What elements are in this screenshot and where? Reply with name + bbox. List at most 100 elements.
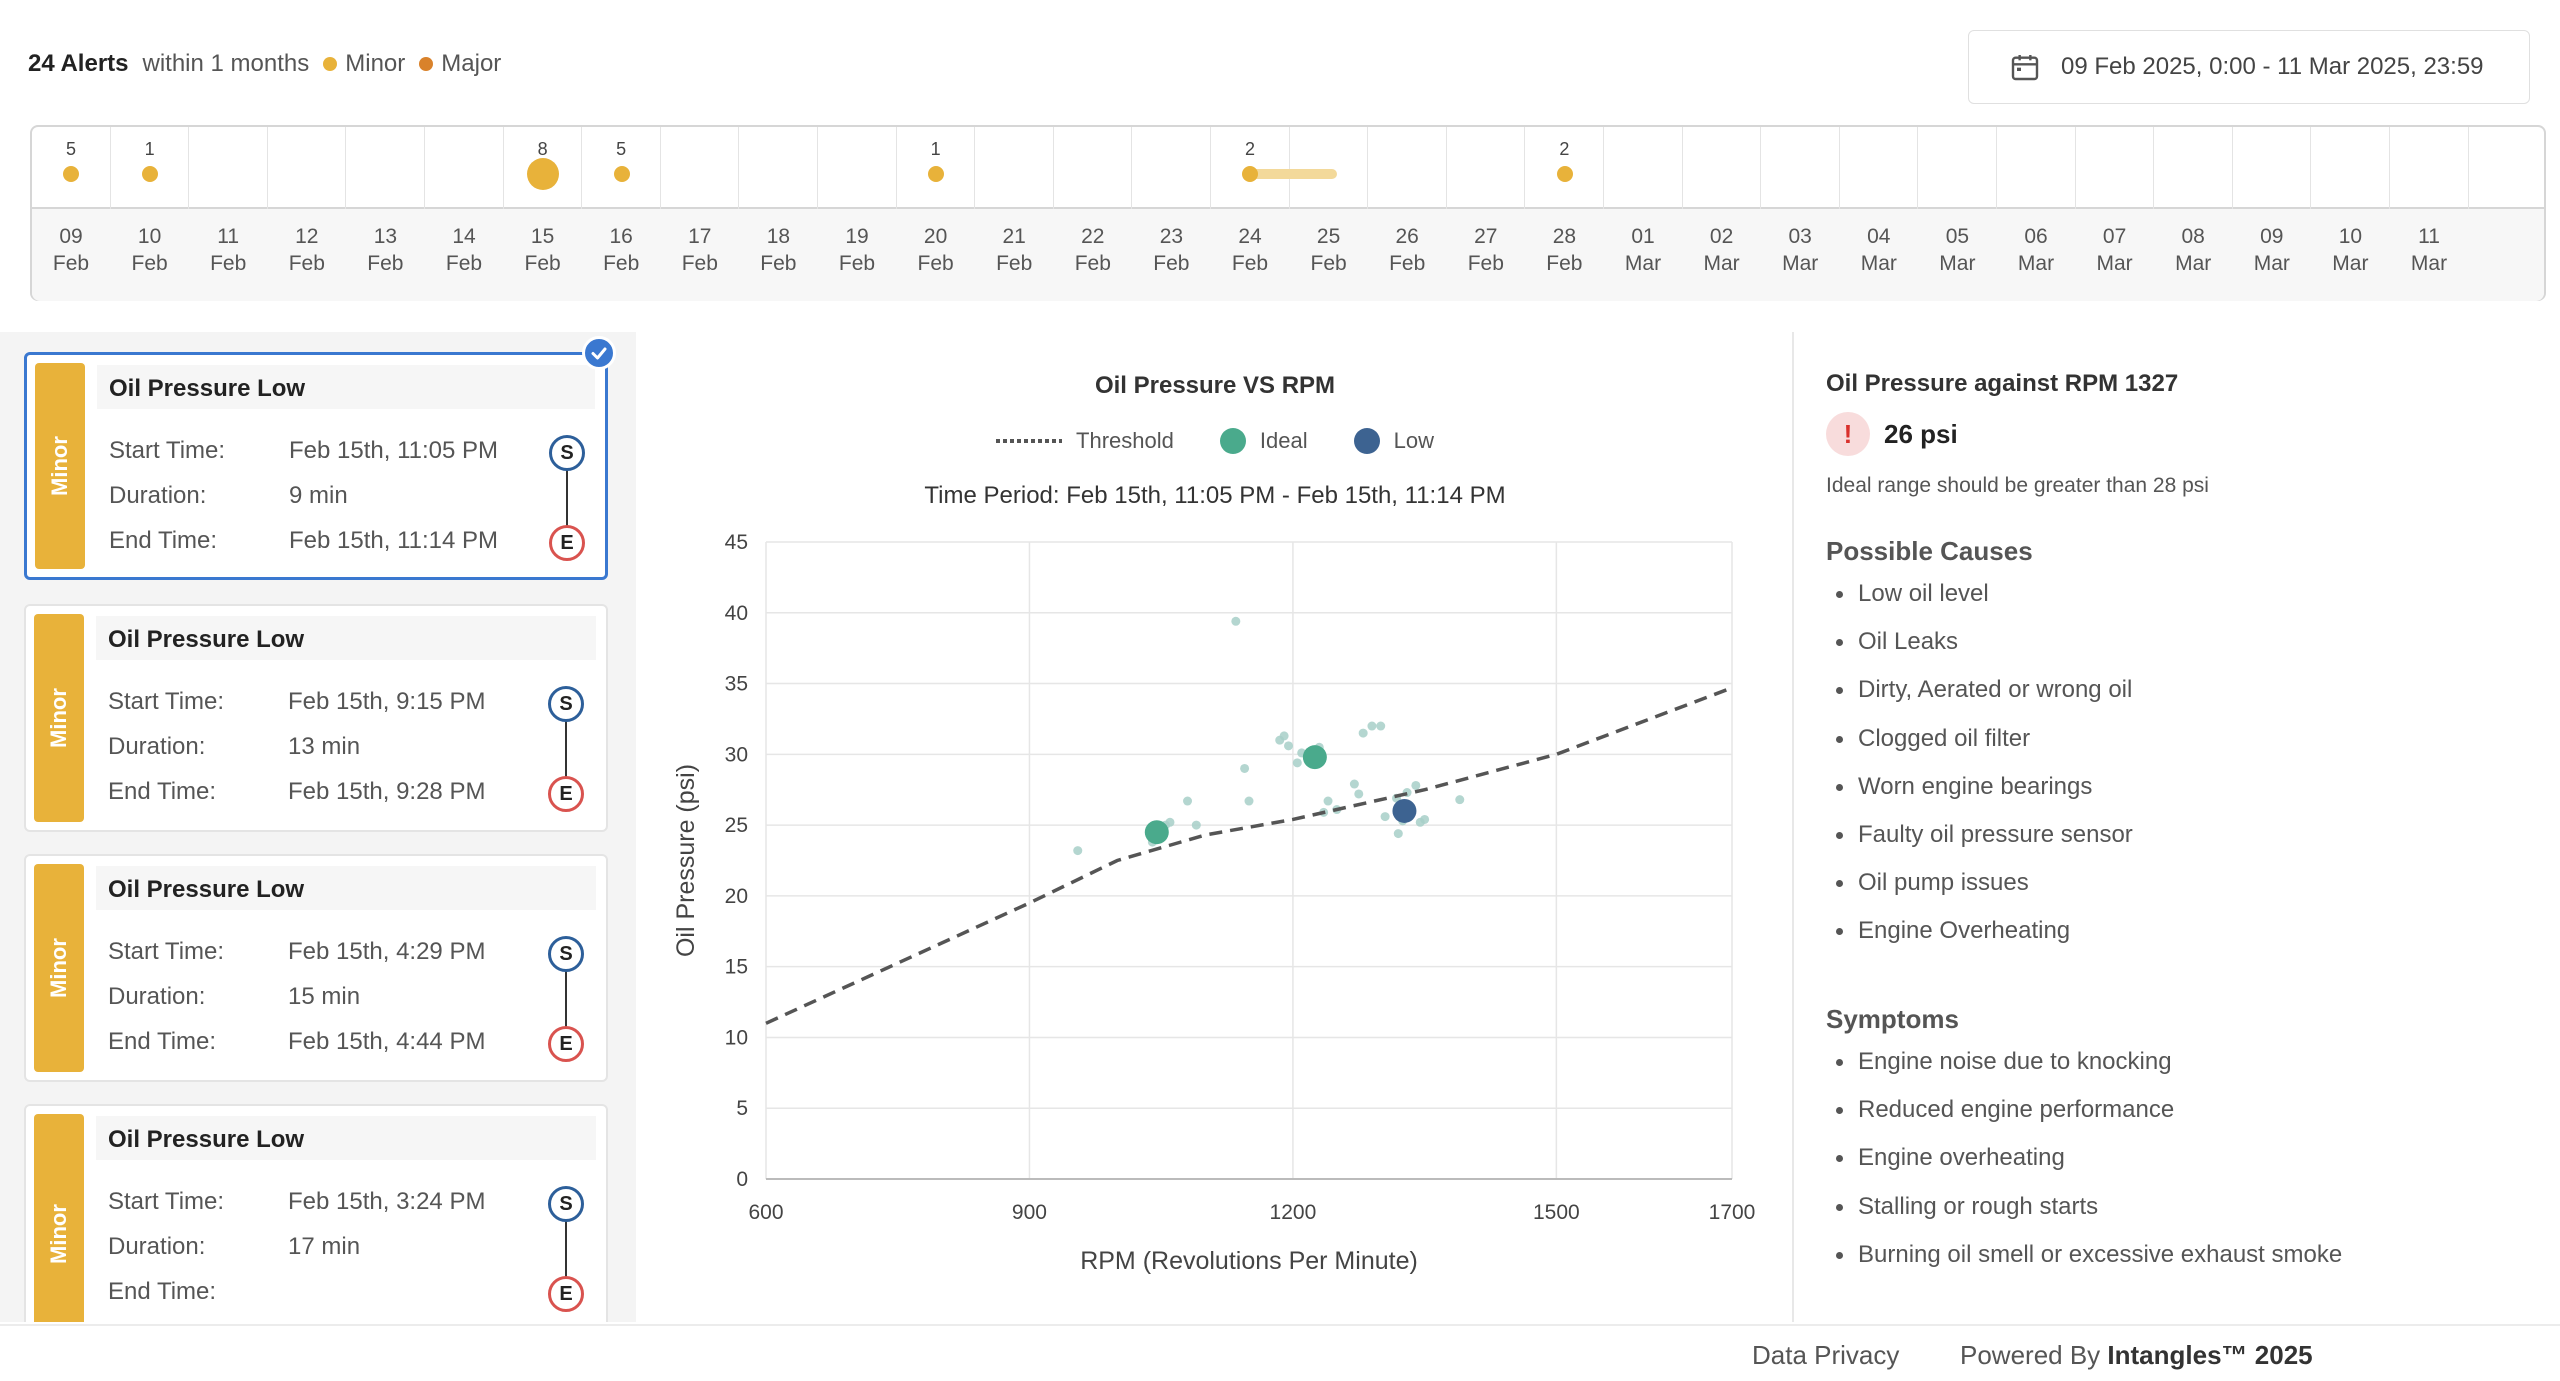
date-range-picker[interactable]: 09 Feb 2025, 0:00 - 11 Mar 2025, 23:59	[1968, 30, 2530, 104]
alert-card[interactable]: Minor Oil Pressure Low Start Time: Feb 15…	[24, 1104, 608, 1322]
timeline-day-2[interactable]	[189, 127, 268, 209]
timeline-day-28[interactable]	[2233, 127, 2312, 209]
causes-item: Faulty oil pressure sensor	[1834, 815, 2133, 863]
duration-label: Duration:	[108, 733, 206, 760]
alert-list[interactable]: Minor Oil Pressure Low Start Time: Feb 15…	[0, 332, 636, 1322]
severity-label: Minor	[46, 688, 72, 748]
causes-item: Worn engine bearings	[1834, 767, 2133, 815]
timeline-day-17[interactable]	[1368, 127, 1447, 209]
alert-card[interactable]: Minor Oil Pressure Low Start Time: Feb 15…	[24, 854, 608, 1082]
brand-name: Intangles™ 2025	[2107, 1340, 2313, 1370]
timeline-date-label: 28 Feb	[1546, 225, 1583, 275]
timeline-alert-dot[interactable]	[613, 166, 630, 182]
causes-item: Clogged oil filter	[1834, 719, 2133, 767]
timeline-day-10[interactable]	[818, 127, 897, 209]
x-tick-label: 1700	[1709, 1201, 1756, 1224]
major-dot-icon	[419, 57, 434, 71]
timeline-day-21[interactable]	[1683, 127, 1762, 209]
causes-list: Low oil level Oil Leaks Dirty, Aerated or …	[1834, 574, 2133, 960]
timeline-day-1[interactable]	[111, 127, 190, 209]
timeline-date-label: 03 Mar	[1782, 225, 1819, 275]
timeline-day-13[interactable]	[1054, 127, 1133, 209]
legend-ideal[interactable]: Ideal	[1219, 428, 1308, 454]
timeline-date-label: 25 Feb	[1310, 225, 1347, 275]
start-time-row: Start Time: Feb 15th, 4:29 PM	[108, 938, 485, 966]
timeline-day-8[interactable]	[661, 127, 740, 209]
timeline-alert-dot[interactable]	[526, 158, 559, 190]
timeline-day-29[interactable]	[2311, 127, 2390, 209]
timeline-alert-dot[interactable]	[141, 166, 158, 182]
timeline-day-5[interactable]	[425, 127, 504, 209]
scatter-point	[1455, 795, 1465, 805]
end-marker-icon: E	[549, 525, 585, 561]
timeline-day-12[interactable]	[975, 127, 1054, 209]
scatter-point	[1191, 820, 1201, 830]
timeline-day-22[interactable]	[1761, 127, 1840, 209]
timeline-day-23[interactable]	[1840, 127, 1919, 209]
timeline-alert-dot[interactable]	[1556, 166, 1573, 182]
legend-threshold[interactable]: Threshold	[996, 428, 1174, 454]
timeline-day-30[interactable]	[2390, 127, 2469, 209]
timeline-day-19[interactable]	[1525, 127, 1604, 209]
y-tick-label: 5	[736, 1097, 748, 1120]
causes-item: Oil Leaks	[1834, 622, 2133, 670]
timeline-alert-dot[interactable]	[927, 166, 944, 182]
scatter-point	[1231, 616, 1241, 626]
timeline-day-15[interactable]	[1211, 127, 1290, 209]
timeline-day-6[interactable]	[504, 127, 583, 209]
timeline-date-label: 21 Feb	[996, 225, 1033, 275]
timeline-day-27[interactable]	[2154, 127, 2233, 209]
duration-value: 17 min	[288, 1233, 361, 1260]
y-axis-label: Oil Pressure (psi)	[672, 764, 700, 957]
timeline-day-11[interactable]	[897, 127, 976, 209]
timeline-day-24[interactable]	[1918, 127, 1997, 209]
start-time-value: Feb 15th, 11:05 PM	[289, 437, 499, 464]
alert-card[interactable]: Minor Oil Pressure Low Start Time: Feb 15…	[24, 352, 608, 580]
timeline-day-4[interactable]	[346, 127, 425, 209]
legend-threshold-label: Threshold	[1076, 428, 1174, 453]
timeline-day-18[interactable]	[1447, 127, 1526, 209]
legend-low[interactable]: Low	[1353, 428, 1434, 454]
y-tick-label: 40	[725, 602, 748, 625]
alert-window: within 1 months	[142, 50, 310, 77]
duration-label: Duration:	[108, 1233, 206, 1260]
scatter-point	[1183, 796, 1193, 806]
date-range-text: 09 Feb 2025, 0:00 - 11 Mar 2025, 23:59	[2061, 53, 2484, 80]
symptoms-list: Engine noise due to knocking Reduced engi…	[1834, 1042, 2342, 1283]
alert-timeline[interactable]: 5 1 8 5 1 2 2 09 Feb 10 Feb 11 Feb 12 Feb 13 Feb 14 Feb 15…	[30, 125, 2546, 301]
timeline-date-label: 15 Feb	[524, 225, 561, 275]
timeline-date-label: 01 Mar	[1624, 225, 1662, 275]
scatter-point	[1240, 763, 1250, 773]
y-tick-label: 25	[725, 814, 748, 837]
timeline-day-25[interactable]	[1997, 127, 2076, 209]
timeline-day-26[interactable]	[2076, 127, 2155, 209]
end-time-value: Feb 15th, 4:44 PM	[288, 1028, 486, 1055]
start-time-row: Start Time: Feb 15th, 11:05 PM	[109, 437, 498, 465]
timeline-connector	[565, 956, 567, 1046]
end-time-row: End Time: Feb 15th, 11:14 PM	[109, 527, 498, 555]
symptoms-item: Engine noise due to knocking	[1834, 1042, 2342, 1090]
timeline-day-14[interactable]	[1132, 127, 1211, 209]
severity-tag: Minor	[34, 614, 84, 822]
timeline-alert-dot[interactable]	[63, 166, 80, 182]
duration-value: 9 min	[289, 482, 348, 509]
data-privacy-link[interactable]: Data Privacy	[1752, 1340, 1900, 1370]
timeline-alert-dot[interactable]	[1242, 166, 1259, 182]
timeline-date-label: 16 Feb	[603, 225, 640, 275]
timeline-day-7[interactable]	[582, 127, 661, 209]
y-tick-label: 0	[736, 1168, 748, 1191]
timeline-date-label: 26 Feb	[1389, 225, 1426, 275]
timeline-day-16[interactable]	[1290, 127, 1369, 209]
scatter-point	[1393, 829, 1403, 839]
timeline-day-0[interactable]	[32, 127, 111, 209]
scatter-point	[1367, 721, 1377, 731]
low-point	[1392, 798, 1417, 823]
timeline-day-20[interactable]	[1604, 127, 1683, 209]
timeline-day-9[interactable]	[739, 127, 818, 209]
scatter-point	[1349, 779, 1359, 789]
severity-tag: Minor	[34, 864, 84, 1072]
ideal-dot-icon	[1219, 428, 1246, 454]
alert-card[interactable]: Minor Oil Pressure Low Start Time: Feb 15…	[24, 604, 608, 832]
timeline-day-3[interactable]	[268, 127, 347, 209]
start-marker-icon: S	[548, 686, 584, 722]
